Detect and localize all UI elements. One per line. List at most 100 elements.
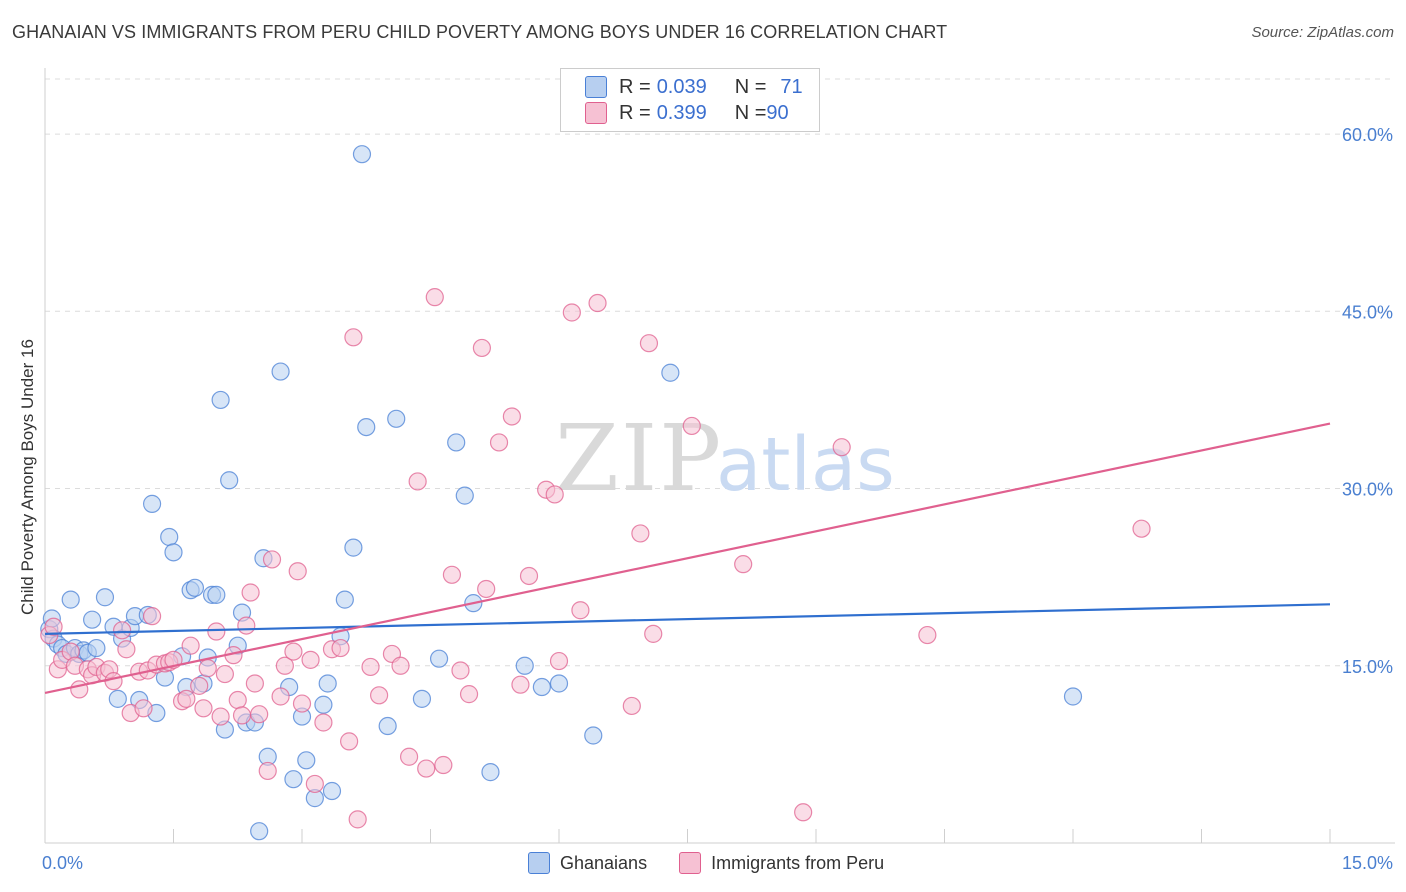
peru-point	[502, 407, 521, 426]
legend-row-ghanaians: R = 0.039 N = 71	[585, 75, 803, 99]
peru-point	[451, 661, 470, 680]
ghanaian-point	[318, 674, 337, 693]
peru-point	[348, 810, 367, 829]
gridlines	[45, 78, 1395, 667]
correlation-legend: R = 0.039 N = 71 R = 0.399 N = 90	[560, 68, 820, 132]
ghanaian-point	[95, 588, 115, 607]
x-tick-label: 15.0%	[1342, 853, 1393, 873]
peru-point	[588, 293, 607, 313]
peru-point	[194, 699, 213, 718]
peru-point	[207, 622, 226, 641]
peru-point	[314, 713, 333, 732]
peru-point	[639, 334, 659, 353]
ghanaian-point	[284, 770, 303, 789]
trend-line-ghanaians	[44, 603, 1331, 635]
ghanaian-point	[387, 409, 406, 428]
peru-point	[340, 732, 359, 751]
peru-point	[177, 689, 196, 708]
peru-point	[104, 672, 123, 691]
peru-point	[472, 338, 491, 358]
source-label: Source: ZipAtlas.com	[1251, 24, 1394, 41]
peru-point	[1132, 519, 1151, 538]
peru-point	[545, 485, 564, 504]
peru-point	[631, 524, 650, 543]
ghanaian-point	[352, 145, 372, 164]
legend-item-peru: Immigrants from Peru	[679, 852, 884, 874]
ghanaian-point	[532, 677, 551, 697]
peru-point	[399, 747, 419, 766]
y-tick-label: 15.0%	[1342, 657, 1393, 677]
peru-point	[241, 583, 260, 602]
peru-point	[198, 659, 217, 678]
tick-labels: 15.0% 30.0% 45.0% 60.0% 0.0% 15.0%	[42, 125, 1393, 873]
ghanaian-point	[378, 716, 397, 736]
ghanaian-point	[185, 578, 205, 597]
legend-label: Ghanaians	[560, 852, 648, 873]
legend-swatch-pink	[585, 102, 607, 124]
peru-point	[434, 755, 453, 775]
ghanaian-point	[549, 674, 569, 693]
ghanaian-point	[357, 417, 376, 437]
peru-point	[489, 433, 509, 452]
peru-point	[262, 550, 282, 569]
legend-swatch-blue	[585, 76, 607, 98]
y-tick-label: 45.0%	[1342, 302, 1393, 322]
peru-point	[228, 690, 247, 710]
peru-point	[682, 416, 701, 436]
chart-title: GHANAIAN VS IMMIGRANTS FROM PERU CHILD P…	[12, 22, 948, 42]
ghanaian-point	[164, 543, 183, 562]
ghanaian-point	[429, 649, 449, 668]
ghanaian-point	[322, 781, 342, 801]
peru-point	[622, 696, 641, 716]
ghanaian-point	[455, 486, 474, 505]
peru-point	[425, 288, 444, 307]
ghanaian-point	[211, 390, 230, 410]
peru-point	[288, 562, 307, 581]
legend-n-value: 71	[780, 75, 803, 98]
ghanaian-point	[207, 585, 226, 604]
ghanaian-point	[335, 590, 354, 609]
ghanaian-point	[61, 590, 80, 609]
legend-n-value: 90	[766, 101, 789, 124]
ghanaian-point	[142, 494, 162, 513]
peru-point	[370, 686, 389, 705]
peru-point	[250, 705, 269, 724]
peru-point	[181, 636, 200, 655]
peru-point	[232, 706, 252, 725]
ghanaian-point	[515, 656, 534, 675]
x-tick-label: 0.0%	[42, 853, 83, 873]
ghanaian-point	[220, 471, 239, 490]
peru-point	[284, 642, 303, 661]
legend-n-label: N =	[734, 101, 767, 124]
peru-point	[190, 676, 209, 695]
peru-point	[292, 694, 312, 713]
peru-point	[519, 566, 539, 586]
series-peru	[40, 288, 1151, 829]
series-legend: Ghanaians Immigrants from Peru	[528, 852, 916, 874]
ghanaian-point	[661, 363, 680, 382]
peru-point	[571, 601, 590, 620]
peru-point	[245, 674, 264, 693]
peru-point	[417, 759, 436, 778]
peru-point	[477, 579, 496, 599]
ghanaian-point	[83, 610, 102, 629]
peru-point	[794, 803, 813, 822]
peru-point	[442, 565, 462, 584]
ghanaian-point	[584, 726, 603, 745]
ghanaian-point	[344, 538, 363, 557]
ghanaian-point	[481, 763, 500, 782]
peru-point	[305, 774, 324, 794]
ghanaian-point	[271, 362, 290, 381]
peru-point	[361, 657, 380, 677]
legend-n-label: N =	[734, 75, 767, 98]
legend-row-peru: R = 0.399 N = 90	[585, 101, 789, 125]
peru-point	[511, 675, 530, 694]
trend-lines	[44, 422, 1331, 695]
ghanaian-point	[108, 689, 127, 708]
peru-point	[408, 472, 427, 491]
ghanaian-point	[250, 822, 269, 841]
legend-r-label: R =	[619, 75, 651, 98]
peru-point	[734, 555, 753, 574]
peru-point	[237, 616, 256, 635]
